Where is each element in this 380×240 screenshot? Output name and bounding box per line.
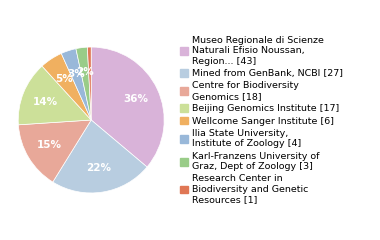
- Text: 15%: 15%: [37, 140, 62, 150]
- Wedge shape: [42, 54, 91, 120]
- Wedge shape: [76, 47, 91, 120]
- Text: 5%: 5%: [55, 74, 73, 84]
- Text: 36%: 36%: [123, 94, 148, 104]
- Text: 22%: 22%: [86, 163, 111, 173]
- Wedge shape: [91, 47, 164, 167]
- Text: 2%: 2%: [76, 66, 93, 77]
- Wedge shape: [18, 66, 91, 125]
- Wedge shape: [87, 47, 91, 120]
- Wedge shape: [61, 49, 91, 120]
- Wedge shape: [18, 120, 91, 182]
- Wedge shape: [53, 120, 147, 193]
- Text: 14%: 14%: [33, 97, 59, 107]
- Text: 3%: 3%: [67, 69, 85, 78]
- Legend: Museo Regionale di Scienze
Naturali Efisio Noussan,
Region... [43], Mined from G: Museo Regionale di Scienze Naturali Efis…: [179, 36, 343, 204]
